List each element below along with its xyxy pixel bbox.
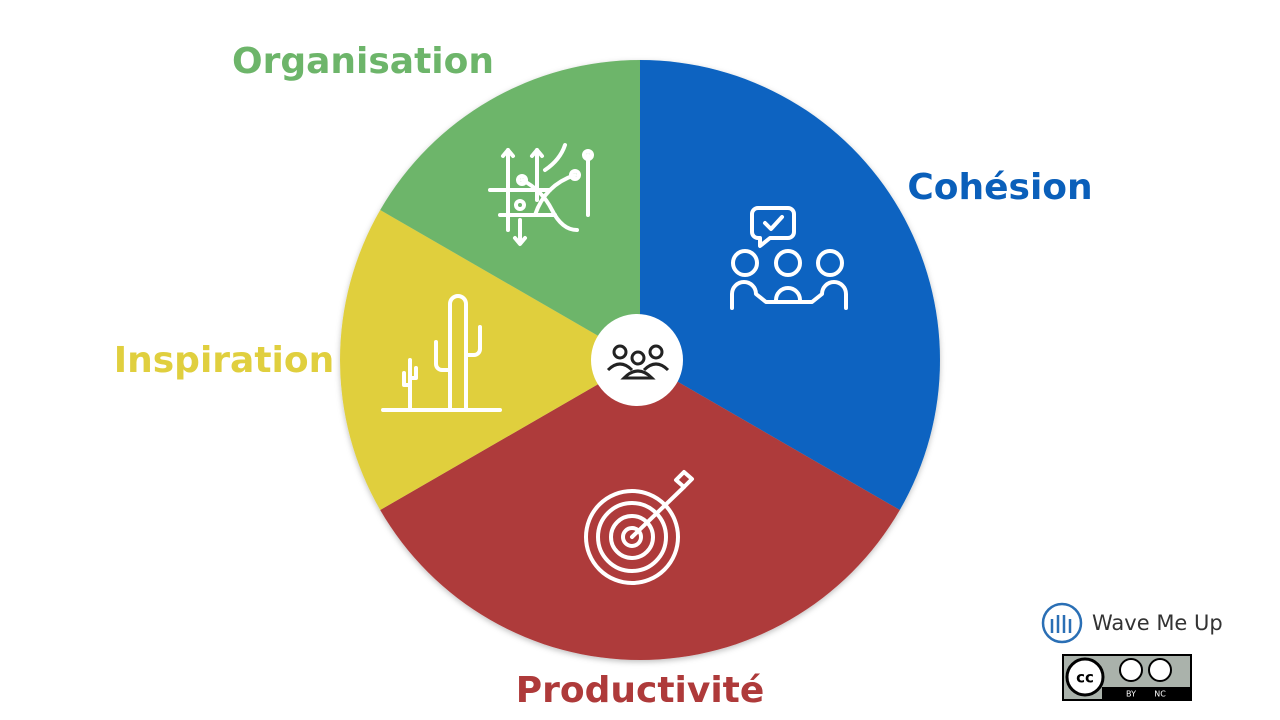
inspiration-icon <box>381 294 502 412</box>
logo-text: Wave Me Up <box>1092 611 1223 635</box>
segment-productivite <box>380 360 900 660</box>
productivite-icon <box>584 470 694 585</box>
organisation-icon <box>488 143 594 246</box>
cohesion-icon <box>730 206 848 310</box>
license-badge: cc BY NC <box>1062 654 1192 701</box>
segment-organisation <box>380 60 640 360</box>
label-inspiration: Inspiration <box>114 340 335 381</box>
license-nc: NC <box>1154 690 1166 699</box>
wheel <box>340 60 940 660</box>
license-by: BY <box>1126 690 1136 699</box>
segment-inspiration <box>340 210 640 510</box>
segment-cohesion <box>640 60 940 510</box>
label-organisation: Organisation <box>232 41 494 82</box>
label-cohesion: Cohésion <box>907 167 1092 208</box>
license-cc: cc <box>1076 669 1094 687</box>
team-icon <box>606 344 670 380</box>
logo: Wave Me Up <box>1041 602 1223 644</box>
center-circle <box>591 314 683 406</box>
label-productivite: Productivité <box>516 670 765 711</box>
